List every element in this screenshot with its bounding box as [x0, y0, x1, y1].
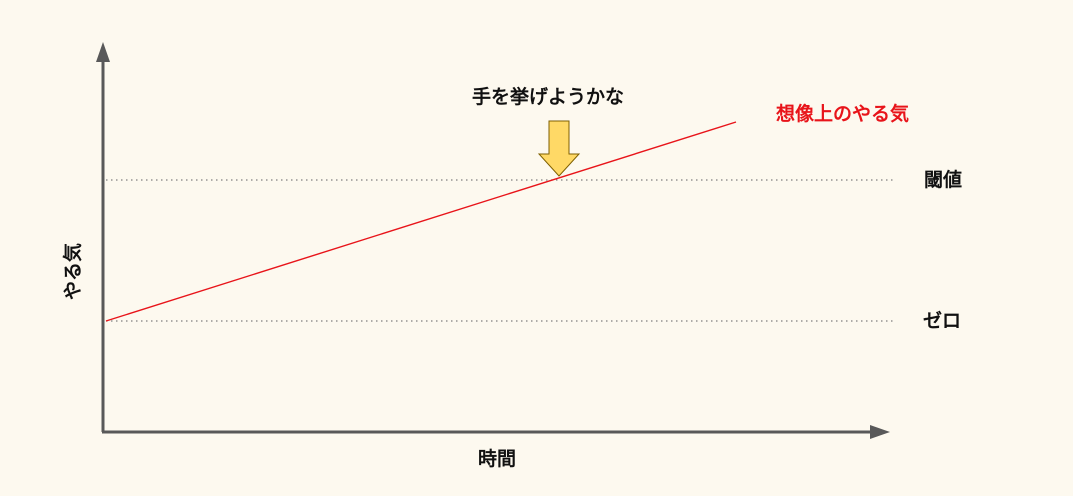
y-axis-arrowhead: [96, 42, 110, 62]
x-axis-label: 時間: [478, 448, 517, 470]
imagined-motivation-line: [105, 121, 737, 322]
imagined-motivation-label: 想像上のやる気: [776, 103, 910, 125]
x-axis-arrowhead: [870, 425, 890, 439]
zero-label: ゼロ: [923, 310, 962, 332]
threshold-label: 閾値: [924, 169, 963, 191]
down-arrow-icon: [537, 120, 581, 177]
y-axis-label: やる気: [62, 242, 84, 300]
annotation-label: 手を挙げようかな: [472, 86, 625, 108]
